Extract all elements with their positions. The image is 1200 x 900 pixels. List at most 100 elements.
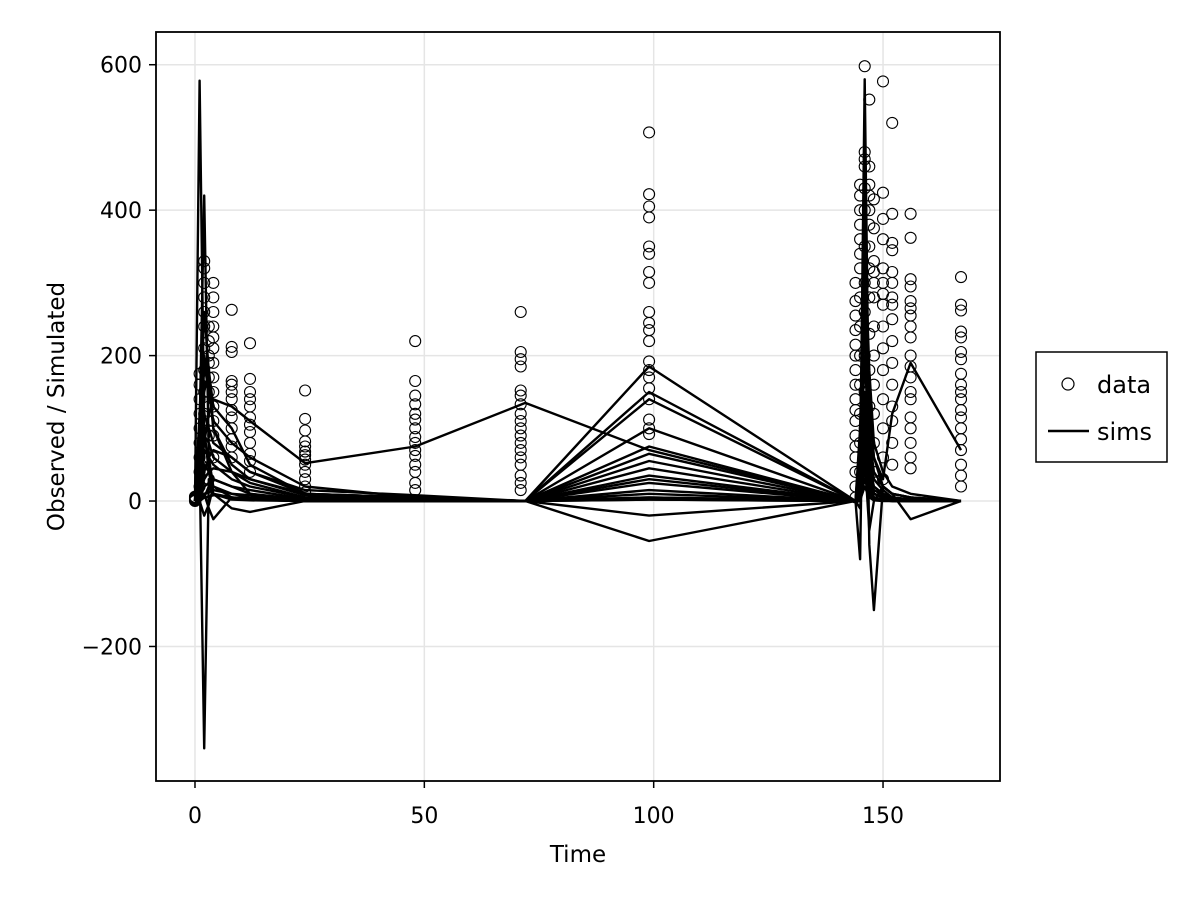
data-point xyxy=(863,93,876,106)
data-point xyxy=(514,353,527,366)
x-tick-label: 150 xyxy=(862,804,904,829)
data-point xyxy=(299,480,312,493)
data-point xyxy=(243,337,257,350)
data-point xyxy=(876,320,890,333)
data-point xyxy=(207,276,220,289)
x-axis-title: Time xyxy=(549,842,606,868)
data-point xyxy=(225,411,238,424)
data-point xyxy=(854,349,867,362)
data-point xyxy=(514,398,527,411)
data-point xyxy=(904,302,917,315)
data-point xyxy=(514,407,527,420)
data-point xyxy=(207,356,220,369)
data-point xyxy=(193,436,206,449)
data-point xyxy=(202,356,215,369)
data-point xyxy=(858,204,871,217)
data-point xyxy=(409,398,422,411)
data-point xyxy=(904,451,917,464)
data-point xyxy=(198,429,211,442)
data-point xyxy=(886,400,899,413)
sims-line xyxy=(195,485,961,503)
data-point xyxy=(854,233,867,246)
data-point xyxy=(225,345,238,359)
data-point xyxy=(198,385,211,399)
data-point xyxy=(198,342,211,355)
data-point xyxy=(904,411,917,424)
data-point xyxy=(225,374,238,388)
data-point xyxy=(207,414,220,428)
data-point xyxy=(886,335,899,348)
data-point xyxy=(198,320,211,333)
data-point xyxy=(849,393,862,406)
data-point xyxy=(886,313,899,326)
data-point xyxy=(849,480,862,493)
y-tick-label: 400 xyxy=(100,199,142,224)
data-point xyxy=(858,145,871,159)
data-point xyxy=(514,414,527,428)
data-point xyxy=(643,364,656,377)
data-point xyxy=(198,451,211,464)
legend-label-data: data xyxy=(1097,371,1151,399)
data-point xyxy=(904,231,917,244)
data-point xyxy=(858,276,871,289)
data-point xyxy=(876,364,890,377)
data-point xyxy=(409,413,422,426)
x-tick-label: 100 xyxy=(633,804,675,829)
data-point xyxy=(225,393,238,406)
legend: data sims xyxy=(1035,351,1168,463)
sims-line xyxy=(195,398,962,532)
data-point xyxy=(225,440,238,453)
data-point xyxy=(854,436,867,449)
data-point xyxy=(863,327,876,340)
x-tick-label: 50 xyxy=(410,804,438,829)
data-point xyxy=(954,353,968,366)
data-point xyxy=(409,430,422,444)
data-point xyxy=(643,422,656,435)
data-point xyxy=(954,458,968,471)
data-point xyxy=(299,486,312,499)
data-point xyxy=(863,262,876,275)
data-point xyxy=(904,436,917,449)
legend-box xyxy=(1035,351,1168,463)
data-point xyxy=(858,451,871,464)
data-point xyxy=(207,305,220,319)
data-point xyxy=(876,393,890,406)
data-point xyxy=(409,444,422,457)
data-point xyxy=(867,193,880,206)
legend-label-sims: sims xyxy=(1097,418,1152,446)
data-point xyxy=(193,393,206,406)
data-point xyxy=(643,413,656,426)
data-point xyxy=(514,422,527,435)
data-point xyxy=(643,324,656,337)
data-point xyxy=(876,451,890,464)
data-point xyxy=(858,385,871,399)
data-point xyxy=(299,384,312,397)
data-point xyxy=(904,207,917,220)
sims-series-group xyxy=(193,78,963,750)
axis-ticks: 0 50 100 150 −200 0 200 400 600 xyxy=(82,54,904,829)
data-point xyxy=(954,411,968,424)
data-point xyxy=(207,400,220,413)
data-point xyxy=(409,374,422,388)
data-point xyxy=(904,273,917,286)
data-point xyxy=(193,407,206,420)
data-point xyxy=(409,335,422,348)
data-point xyxy=(867,407,880,420)
data-point xyxy=(876,342,890,355)
legend-marker-data xyxy=(1061,377,1075,391)
data-point xyxy=(202,335,215,348)
data-point xyxy=(863,364,876,377)
data-point xyxy=(904,349,917,362)
data-point xyxy=(198,276,211,289)
data-point xyxy=(858,153,871,166)
data-point xyxy=(954,298,968,311)
data-point xyxy=(867,320,880,333)
data-point xyxy=(858,240,871,253)
data-point xyxy=(193,480,206,493)
data-point xyxy=(876,422,890,435)
data-point xyxy=(409,465,422,478)
data-point xyxy=(409,458,422,471)
data-point xyxy=(193,465,206,478)
data-point xyxy=(876,186,890,199)
